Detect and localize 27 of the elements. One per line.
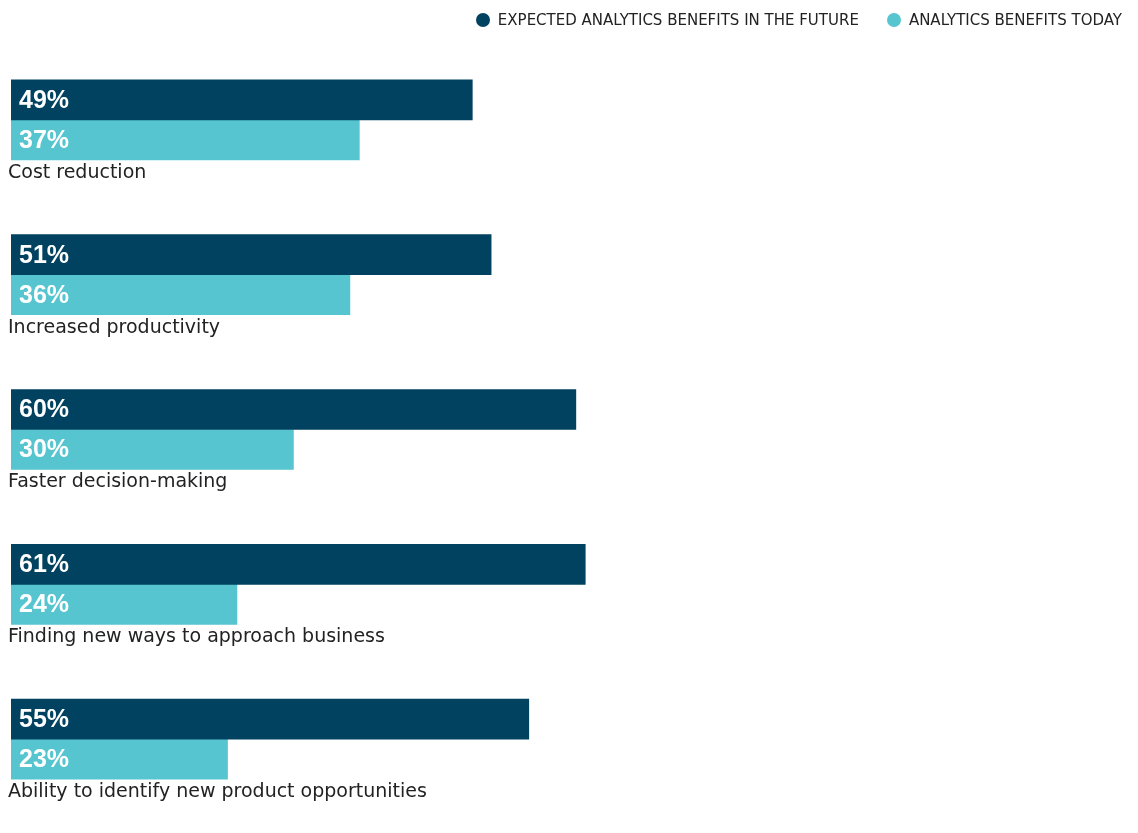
y-tick-label: Ability to identify new product opportunities [8, 779, 427, 802]
data-label: 23% [19, 744, 70, 773]
bar [11, 119, 360, 161]
bar [11, 234, 492, 275]
data-label: 37% [19, 124, 70, 153]
y-tick-label: Increased productivity [8, 314, 221, 337]
y-tick-label: Finding new ways to approach business [8, 624, 385, 647]
legend-label: ANALYTICS BENEFITS TODAY [908, 11, 1122, 29]
y-tick-label: Faster decision-making [8, 469, 228, 492]
bar [11, 544, 586, 585]
data-label: 30% [19, 434, 70, 463]
bar [11, 389, 577, 430]
bar [11, 274, 351, 315]
y-tick-label: Cost reduction [8, 159, 147, 182]
bar [11, 79, 473, 121]
bar [11, 584, 238, 625]
data-label: 49% [19, 84, 70, 113]
bar [11, 698, 530, 740]
data-label: 55% [19, 704, 70, 733]
legend-label: EXPECTED ANALYTICS BENEFITS IN THE FUTURE [497, 11, 859, 29]
data-label: 51% [19, 239, 70, 268]
data-label: 61% [19, 549, 70, 578]
bar [11, 738, 228, 780]
bar [11, 429, 294, 470]
data-label: 36% [19, 279, 70, 308]
data-label: 60% [19, 394, 70, 423]
data-label: 24% [19, 589, 70, 618]
